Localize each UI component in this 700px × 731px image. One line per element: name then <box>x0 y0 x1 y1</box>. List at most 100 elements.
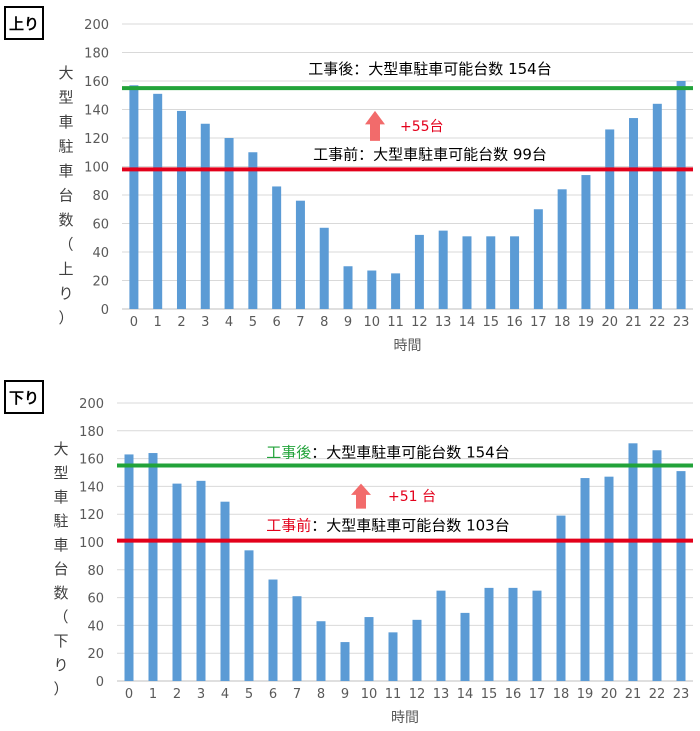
bar <box>316 621 326 681</box>
bar <box>462 236 472 309</box>
bar <box>436 590 446 681</box>
x-tick-label: 3 <box>201 315 209 330</box>
before-capacity-label: 工事前：大型車駐車可能台数 99台 <box>313 145 547 163</box>
x-tick-label: 22 <box>649 687 666 702</box>
bar <box>319 227 329 309</box>
before-capacity-label: 工事前：大型車駐車可能台数 103台 <box>266 517 509 535</box>
bar <box>124 454 134 681</box>
bar <box>340 642 350 681</box>
x-tick-label: 5 <box>249 315 257 330</box>
x-tick-label: 8 <box>320 315 328 330</box>
y-tick-label: 100 <box>84 161 109 176</box>
x-tick-label: 0 <box>125 687 133 702</box>
y-tick-label: 200 <box>79 397 104 412</box>
x-tick-label: 22 <box>649 315 666 330</box>
y-tick-label: 140 <box>84 104 109 119</box>
bar <box>652 103 662 309</box>
bar <box>388 632 398 681</box>
x-tick-label: 18 <box>554 315 571 330</box>
bar <box>438 230 448 309</box>
bar <box>176 110 186 309</box>
bar <box>364 617 374 681</box>
x-tick-label: 8 <box>317 687 325 702</box>
chart-panel-up: 上り 0 20 40 60 80 100 120 140 160 180 200 0 1 2 3 4 5 6 7 8 9… <box>0 0 700 365</box>
bar <box>508 587 518 681</box>
increase-arrow-icon <box>351 483 371 509</box>
bar <box>510 236 520 309</box>
direction-label-down: 下り <box>4 380 44 414</box>
bar <box>244 550 254 681</box>
x-tick-label: 9 <box>341 687 349 702</box>
bar <box>533 209 543 309</box>
y-tick-label: 80 <box>87 564 104 579</box>
bar <box>248 152 258 309</box>
bar <box>343 266 353 309</box>
x-tick-label: 7 <box>293 687 301 702</box>
bar <box>532 590 542 681</box>
y-tick-label: 0 <box>101 303 109 318</box>
x-tick-label: 19 <box>578 315 595 330</box>
x-tick-label: 23 <box>673 315 690 330</box>
x-tick-label: 21 <box>625 687 642 702</box>
bar <box>628 443 638 681</box>
bar <box>605 129 615 309</box>
x-tick-label: 10 <box>361 687 378 702</box>
bar <box>268 579 278 681</box>
y-axis-label: 大型車駐車台数（上り） <box>58 64 73 327</box>
x-tick-label: 1 <box>149 687 157 702</box>
bar <box>414 234 424 309</box>
bar <box>200 123 210 309</box>
increase-arrow-icon <box>365 110 385 141</box>
y-tick-label: 160 <box>84 75 109 90</box>
x-tick-label: 12 <box>411 315 428 330</box>
x-tick-label: 5 <box>245 687 253 702</box>
bar <box>367 270 377 309</box>
after-capacity-label: 工事後：大型車駐車可能台数 154台 <box>308 60 551 78</box>
x-tick-label: 14 <box>457 687 474 702</box>
x-tick-label: 0 <box>130 315 138 330</box>
after-capacity-label: 工事後：大型車駐車可能台数 154台 <box>266 444 509 462</box>
bar <box>484 587 494 681</box>
x-tick-label: 3 <box>197 687 205 702</box>
x-tick-label: 20 <box>601 315 618 330</box>
x-tick-label: 13 <box>435 315 452 330</box>
x-tick-label: 16 <box>505 687 522 702</box>
bar <box>172 483 182 681</box>
y-tick-label: 20 <box>92 275 109 290</box>
y-tick-label: 180 <box>79 425 104 440</box>
x-tick-label: 12 <box>409 687 426 702</box>
bar <box>652 450 662 681</box>
bar <box>292 596 302 681</box>
x-tick-label: 17 <box>529 687 546 702</box>
x-axis-label: 時間 <box>391 710 419 726</box>
x-tick-label: 2 <box>177 315 185 330</box>
y-tick-label: 120 <box>84 132 109 147</box>
direction-label-up: 上り <box>4 6 44 40</box>
x-axis-label: 時間 <box>394 338 422 354</box>
x-tick-label: 15 <box>482 315 499 330</box>
bar <box>129 85 139 310</box>
bar <box>604 476 614 681</box>
x-tick-label: 4 <box>225 315 233 330</box>
y-tick-label: 100 <box>79 536 104 551</box>
bar <box>460 612 470 681</box>
x-tick-label: 11 <box>385 687 402 702</box>
y-axis-label: 大型車駐車台数（下り） <box>53 440 68 698</box>
y-tick-label: 60 <box>87 592 104 607</box>
bar <box>676 81 686 309</box>
x-tick-label: 18 <box>553 687 570 702</box>
x-tick-label: 1 <box>154 315 162 330</box>
bar <box>391 273 401 309</box>
x-tick-label: 23 <box>673 687 690 702</box>
x-tick-label: 6 <box>269 687 277 702</box>
x-tick-label: 14 <box>459 315 476 330</box>
bar <box>272 186 282 309</box>
bar <box>581 175 591 309</box>
bar <box>196 480 206 681</box>
y-tick-label: 80 <box>92 189 109 204</box>
bar <box>486 236 496 309</box>
bar <box>224 138 234 309</box>
y-tick-label: 200 <box>84 18 109 33</box>
x-tick-label: 10 <box>364 315 381 330</box>
